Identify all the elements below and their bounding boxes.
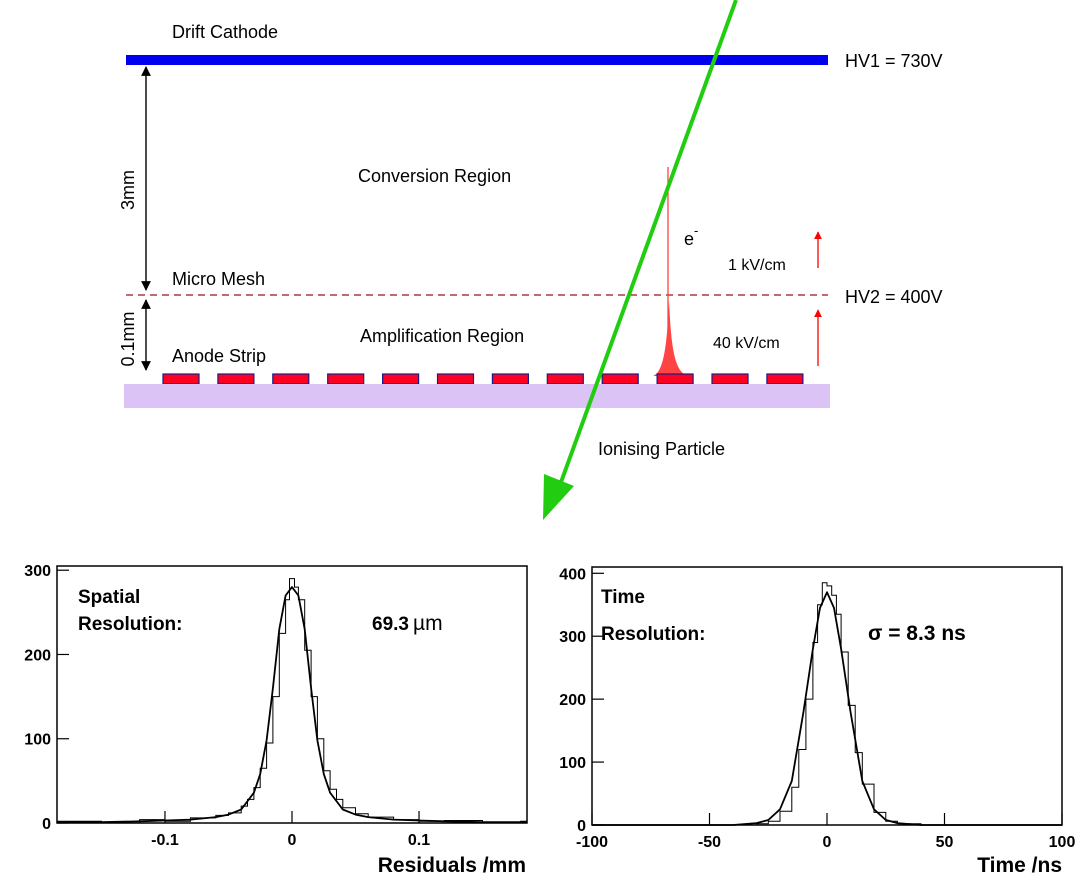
x-tick-label: -0.1 <box>151 832 179 849</box>
y-tick-label: 300 <box>24 563 51 580</box>
pcb-substrate <box>124 384 830 408</box>
y-tick-label: 400 <box>559 566 586 583</box>
resolution-value: 69.3 µm <box>372 612 443 635</box>
anode-strip <box>163 374 199 384</box>
hv1-label: HV1 = 730V <box>845 51 943 71</box>
x-tick-label: 0.1 <box>408 832 430 849</box>
y-tick-label: 0 <box>42 816 51 833</box>
drift-cathode-plate <box>126 55 828 65</box>
anode-strip <box>273 374 309 384</box>
detector-diagram: Drift Cathode HV1 = 730V 3mm 0.1mm Conve… <box>118 0 943 520</box>
spatial-resolution-plot: 0 100 200 300 -0.1 0 0.1 Spatial Resolution: 6… <box>24 563 527 877</box>
drift-cathode-label: Drift Cathode <box>172 22 278 42</box>
anode-strip <box>218 374 254 384</box>
annotation-subtitle: Resolution: <box>78 614 183 635</box>
x-tick-label: -100 <box>576 834 608 851</box>
x-tick-label: -50 <box>698 834 721 851</box>
histogram-series <box>592 583 1062 825</box>
x-axis-label: Residuals /mm <box>378 854 526 877</box>
electron-label: e- <box>684 223 698 249</box>
y-tick-label: 0 <box>577 818 586 835</box>
anode-strip <box>602 374 638 384</box>
y-tick-label: 200 <box>24 647 51 664</box>
avalanche-shape <box>653 300 688 376</box>
anode-strip <box>438 374 474 384</box>
amp-gap-label: 0.1mm <box>118 311 138 366</box>
x-tick-label: 0 <box>823 834 832 851</box>
annotation-subtitle: Resolution: <box>601 624 706 645</box>
amplification-region-label: Amplification Region <box>360 326 524 346</box>
annotation-title: Time <box>601 587 645 608</box>
ionising-particle-label: Ionising Particle <box>598 439 725 459</box>
hv2-label: HV2 = 400V <box>845 287 943 307</box>
x-tick-label: 0 <box>288 832 297 849</box>
x-axis-label: Time /ns <box>977 854 1062 877</box>
particle-track <box>560 0 736 485</box>
plot-frame <box>592 567 1062 825</box>
anode-strip <box>657 374 693 384</box>
anode-strip <box>328 374 364 384</box>
anode-strip <box>547 374 583 384</box>
y-tick-label: 100 <box>24 732 51 749</box>
resolution-value: σ = 8.3 ns <box>868 622 966 645</box>
data-marks <box>592 583 1062 825</box>
time-resolution-plot: 0 100 200 300 400 -100 -50 0 50 100 Time Resoluti… <box>559 566 1075 877</box>
particle-track-arrowhead <box>543 474 574 520</box>
x-tick-label: 50 <box>936 834 954 851</box>
x-tick-label: 100 <box>1049 834 1076 851</box>
anode-strip-label: Anode Strip <box>172 346 266 366</box>
y-tick-label: 100 <box>559 755 586 772</box>
anode-strips <box>163 374 803 384</box>
y-tick-label: 200 <box>559 692 586 709</box>
drift-field-label: 1 kV/cm <box>728 257 786 274</box>
anode-strip <box>383 374 419 384</box>
conversion-region-label: Conversion Region <box>358 166 511 186</box>
micro-mesh-label: Micro Mesh <box>172 269 265 289</box>
y-tick-label: 300 <box>559 629 586 646</box>
amp-field-label: 40 kV/cm <box>713 335 780 352</box>
anode-strip <box>492 374 528 384</box>
drift-gap-label: 3mm <box>118 170 138 210</box>
annotation-title: Spatial <box>78 587 140 608</box>
anode-strip <box>767 374 803 384</box>
anode-strip <box>712 374 748 384</box>
